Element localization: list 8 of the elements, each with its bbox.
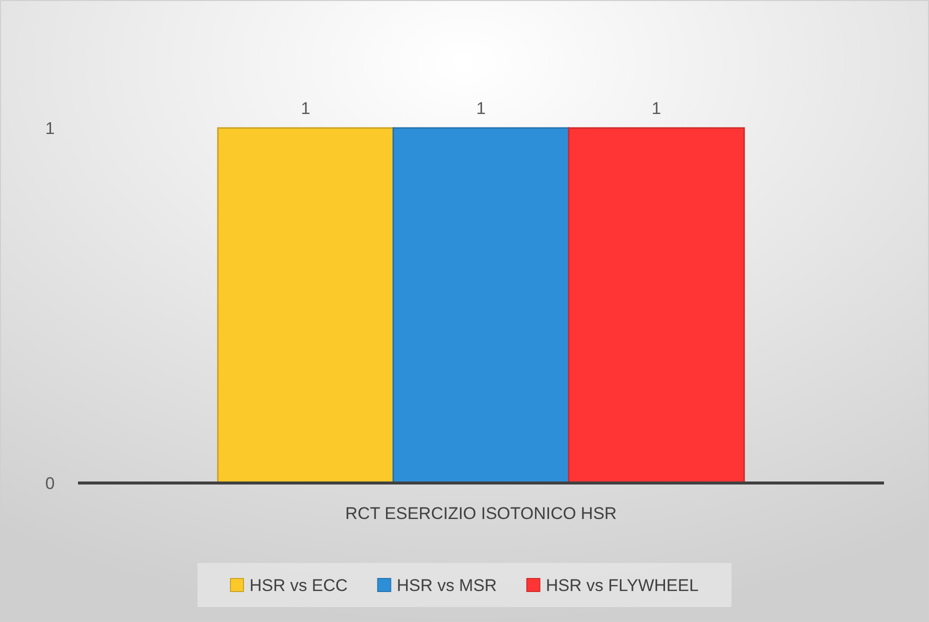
legend-label: HSR vs MSR (396, 576, 497, 595)
x-tick-label: RCT ESERCIZIO ISOTONICO HSR (345, 504, 617, 523)
data-label: 1 (300, 99, 310, 118)
y-tick-label: 0 (45, 474, 55, 493)
data-label: 1 (652, 99, 662, 118)
legend-label: HSR vs ECC (249, 576, 348, 595)
data-label: 1 (476, 99, 486, 118)
legend-label: HSR vs FLYWHEEL (546, 576, 699, 595)
